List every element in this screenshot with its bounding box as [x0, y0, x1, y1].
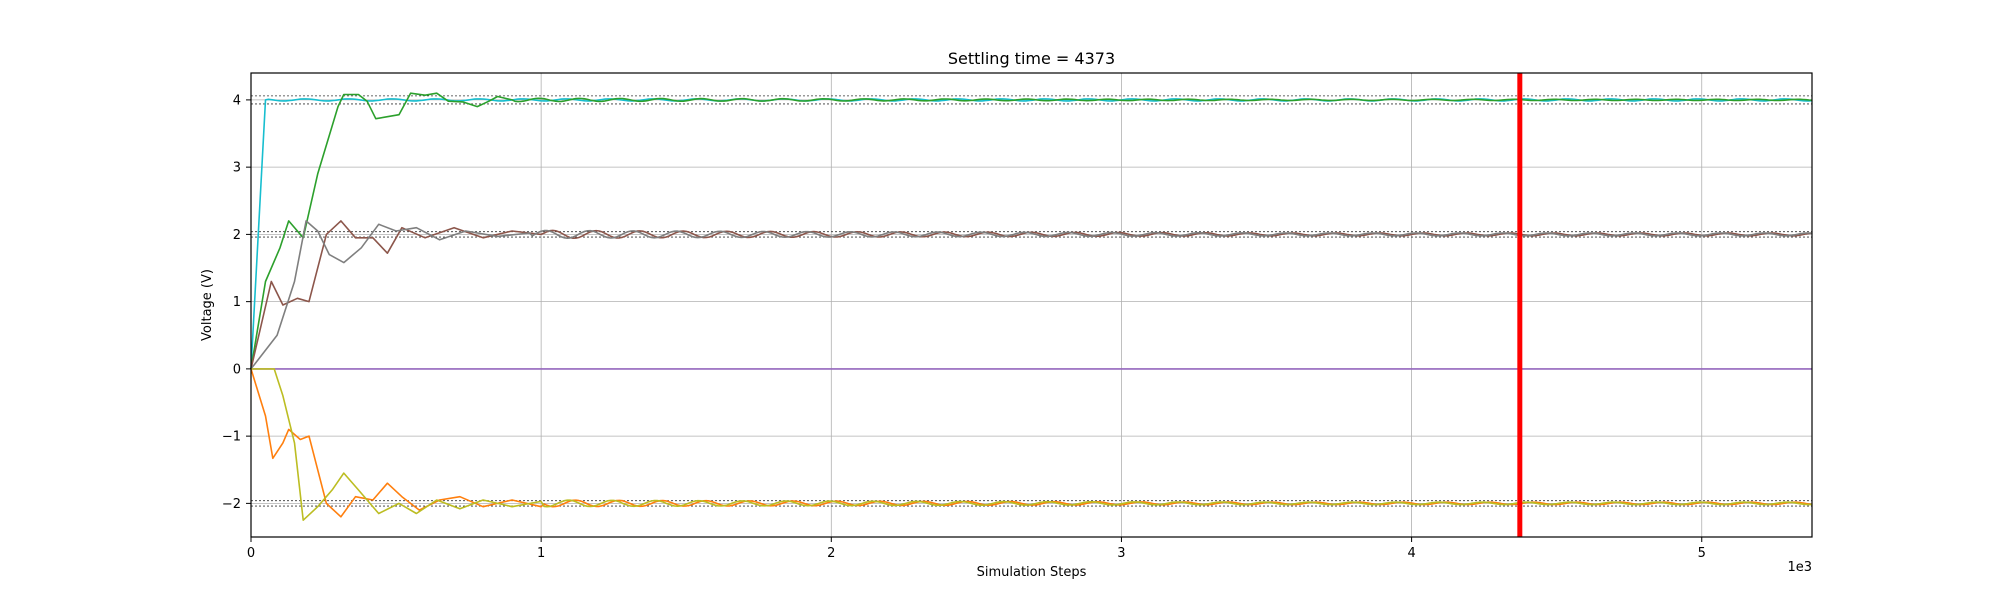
y-tick-label: −2 [222, 497, 241, 512]
series-line-4 [250, 220, 1813, 370]
x-tick-label: 5 [1698, 546, 1706, 561]
x-tick-label: 4 [1407, 546, 1415, 561]
chart-title: Settling time = 4373 [948, 49, 1115, 68]
y-axis-label: Voltage (V) [200, 269, 215, 341]
x-axis-label: Simulation Steps [977, 565, 1087, 580]
plot-frame [250, 72, 1813, 538]
series-lines [250, 92, 1813, 521]
y-tick-label: 4 [233, 93, 241, 108]
axis-ticks: 0 1 2 3 4 5 −2 −1 0 1 2 3 4 [222, 93, 1706, 561]
y-tick-label: 3 [233, 161, 241, 176]
y-tick-label: 2 [233, 228, 241, 243]
y-tick-label: 1 [233, 295, 241, 310]
x-tick-label: 3 [1117, 546, 1125, 561]
x-tick-label: 2 [827, 546, 835, 561]
x-tick-label: 1 [537, 546, 545, 561]
x-tick-label: 0 [247, 546, 255, 561]
y-tick-label: 0 [233, 362, 241, 377]
x-axis-offset-label: 1e3 [1787, 560, 1812, 575]
series-line-2 [250, 92, 1813, 370]
y-tick-label: −1 [222, 430, 241, 445]
series-line-7 [251, 368, 1813, 521]
